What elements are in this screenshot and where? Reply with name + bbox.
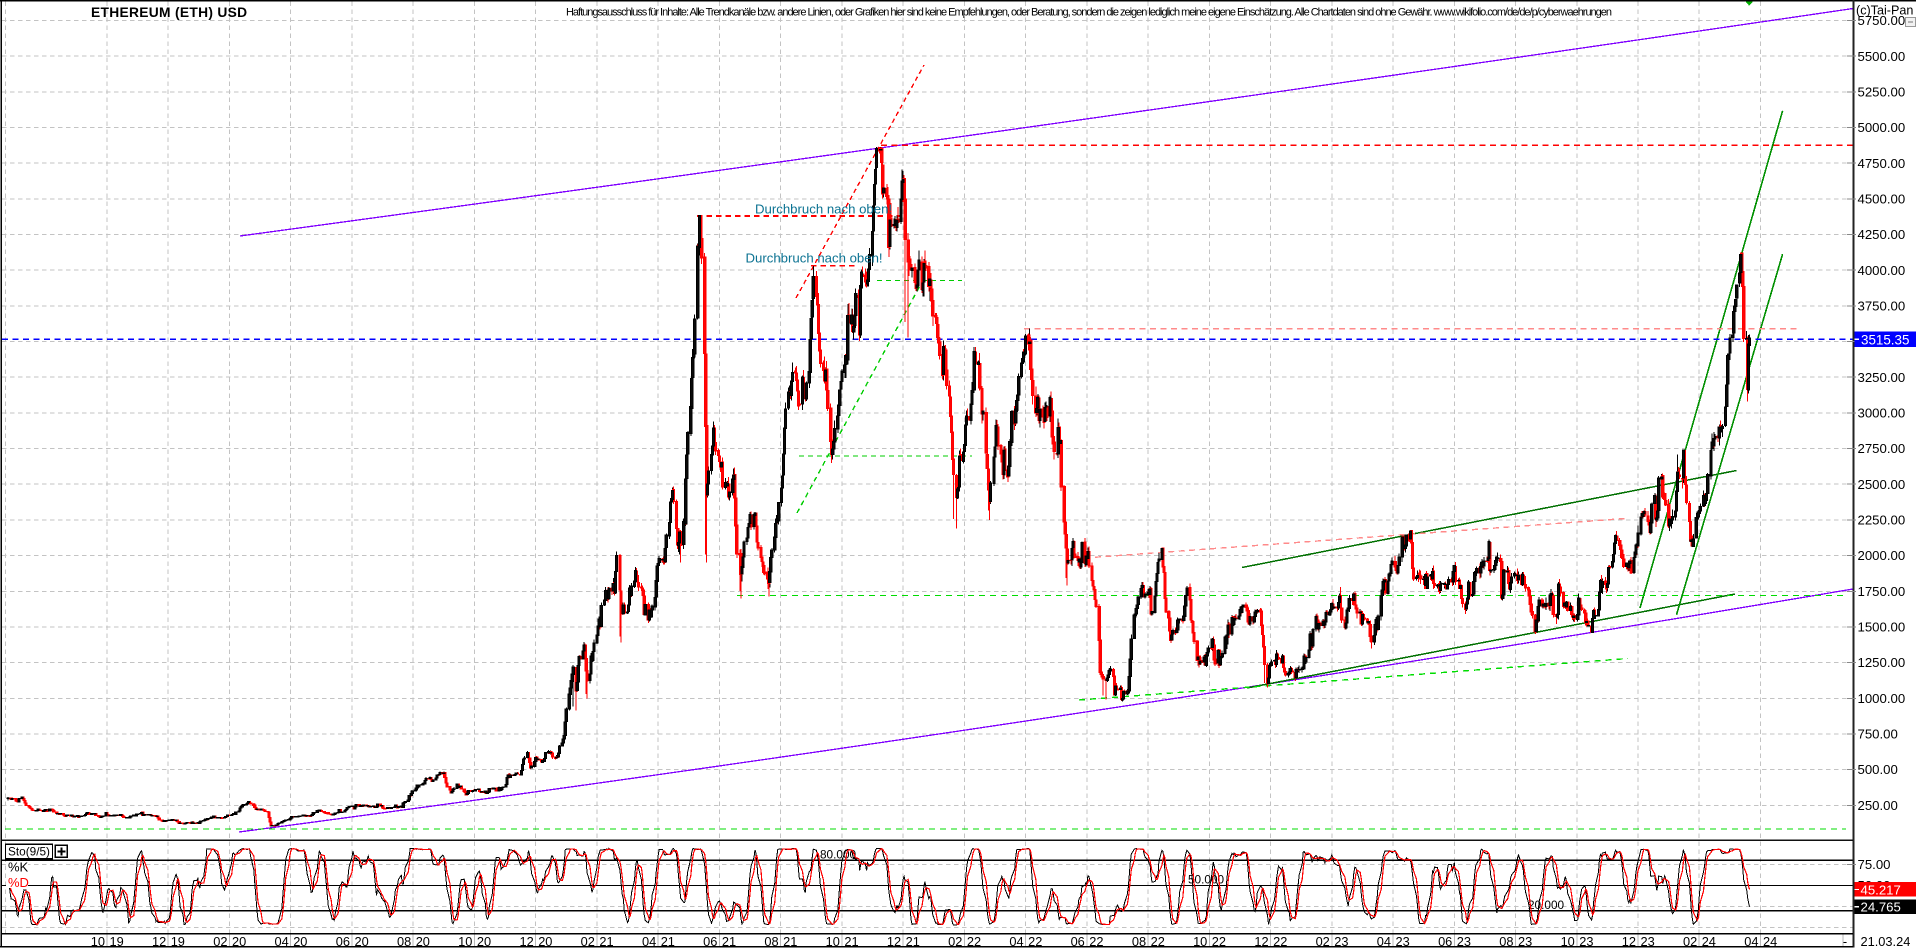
svg-text:ETHEREUM (ETH) USD: ETHEREUM (ETH) USD [91,5,247,20]
svg-text:75.00: 75.00 [1858,857,1891,872]
svg-text:4750.00: 4750.00 [1858,156,1906,171]
svg-text:1250.00: 1250.00 [1858,655,1906,670]
svg-text:22: 22 [1212,934,1226,948]
svg-text:23: 23 [1457,934,1471,948]
svg-text:5000.00: 5000.00 [1858,120,1906,135]
svg-text:04: 04 [1744,934,1758,948]
svg-text:3515.35: 3515.35 [1861,332,1909,347]
svg-text:-: - [1843,934,1847,948]
svg-text:3750.00: 3750.00 [1858,299,1906,314]
svg-text:4500.00: 4500.00 [1858,192,1906,207]
svg-text:1750.00: 1750.00 [1858,584,1906,599]
svg-text:04: 04 [1009,934,1023,948]
svg-text:02: 02 [1316,934,1330,948]
svg-text:%K: %K [8,859,29,874]
svg-text:02: 02 [581,934,595,948]
svg-text:1500.00: 1500.00 [1858,620,1906,635]
svg-text:10: 10 [1193,934,1207,948]
svg-text:2000.00: 2000.00 [1858,548,1906,563]
svg-text:5750.00: 5750.00 [1858,13,1906,28]
svg-text:12: 12 [1254,934,1268,948]
svg-text:20: 20 [232,934,246,948]
svg-text:2750.00: 2750.00 [1858,441,1906,456]
svg-text:(c)Tai-Pan: (c)Tai-Pan [1856,4,1913,18]
svg-text:10: 10 [458,934,472,948]
svg-text:04: 04 [1377,934,1391,948]
svg-text:20: 20 [538,934,552,948]
svg-text:08: 08 [764,934,778,948]
svg-text:21.03.24: 21.03.24 [1861,934,1911,948]
svg-text:06: 06 [1071,934,1085,948]
svg-text:23: 23 [1518,934,1532,948]
svg-text:24: 24 [1702,934,1716,948]
svg-text:2250.00: 2250.00 [1858,513,1906,528]
svg-text:23: 23 [1579,934,1593,948]
svg-text:12: 12 [1622,934,1636,948]
svg-text:20.000: 20.000 [1528,898,1565,912]
svg-text:12: 12 [887,934,901,948]
svg-text:21: 21 [906,934,920,948]
svg-text:4250.00: 4250.00 [1858,227,1906,242]
svg-text:Sto(9/5): Sto(9/5) [8,845,50,859]
svg-text:Durchbruch nach oben!: Durchbruch nach oben! [755,202,892,217]
svg-text:5500.00: 5500.00 [1858,49,1906,64]
svg-text:06: 06 [336,934,350,948]
svg-text:3250.00: 3250.00 [1858,370,1906,385]
svg-text:10: 10 [91,934,105,948]
svg-text:02: 02 [1683,934,1697,948]
svg-text:08: 08 [1499,934,1513,948]
svg-text:23: 23 [1396,934,1410,948]
svg-text:24: 24 [1763,934,1777,948]
svg-text:5250.00: 5250.00 [1858,84,1906,99]
svg-text:22: 22 [1089,934,1103,948]
svg-text:20: 20 [293,934,307,948]
svg-text:%D: %D [8,875,29,890]
svg-text:21: 21 [722,934,736,948]
svg-text:19: 19 [110,934,124,948]
svg-text:08: 08 [1132,934,1146,948]
svg-text:750.00: 750.00 [1858,727,1898,742]
svg-text:12: 12 [519,934,533,948]
svg-text:02: 02 [213,934,227,948]
svg-text:21: 21 [844,934,858,948]
svg-text:22: 22 [1028,934,1042,948]
svg-text:10: 10 [826,934,840,948]
svg-text:04: 04 [642,934,656,948]
svg-text:21: 21 [599,934,613,948]
svg-text:Haftungsausschluss für Inhalte: Haftungsausschluss für Inhalte: Alle Tre… [566,7,1612,19]
svg-text:04: 04 [274,934,288,948]
svg-text:21: 21 [661,934,675,948]
svg-text:10: 10 [1561,934,1575,948]
svg-text:06: 06 [703,934,717,948]
svg-text:Durchbruch nach oben!: Durchbruch nach oben! [746,251,883,266]
svg-text:2500.00: 2500.00 [1858,477,1906,492]
svg-text:02: 02 [948,934,962,948]
svg-text:22: 22 [967,934,981,948]
svg-text:250.00: 250.00 [1858,798,1898,813]
svg-text:22: 22 [1273,934,1287,948]
svg-text:08: 08 [397,934,411,948]
svg-text:23: 23 [1641,934,1655,948]
svg-text:500.00: 500.00 [1858,762,1898,777]
svg-text:20: 20 [416,934,430,948]
svg-text:22: 22 [1151,934,1165,948]
svg-text:1000.00: 1000.00 [1858,691,1906,706]
svg-text:21: 21 [783,934,797,948]
svg-text:20: 20 [355,934,369,948]
svg-text:24.765: 24.765 [1861,900,1901,915]
svg-text:23: 23 [1334,934,1348,948]
svg-text:20: 20 [477,934,491,948]
svg-text:06: 06 [1438,934,1452,948]
svg-text:12: 12 [152,934,166,948]
svg-text:4000.00: 4000.00 [1858,263,1906,278]
svg-text:45.217: 45.217 [1861,882,1901,897]
svg-text:19: 19 [171,934,185,948]
svg-text:3000.00: 3000.00 [1858,406,1906,421]
